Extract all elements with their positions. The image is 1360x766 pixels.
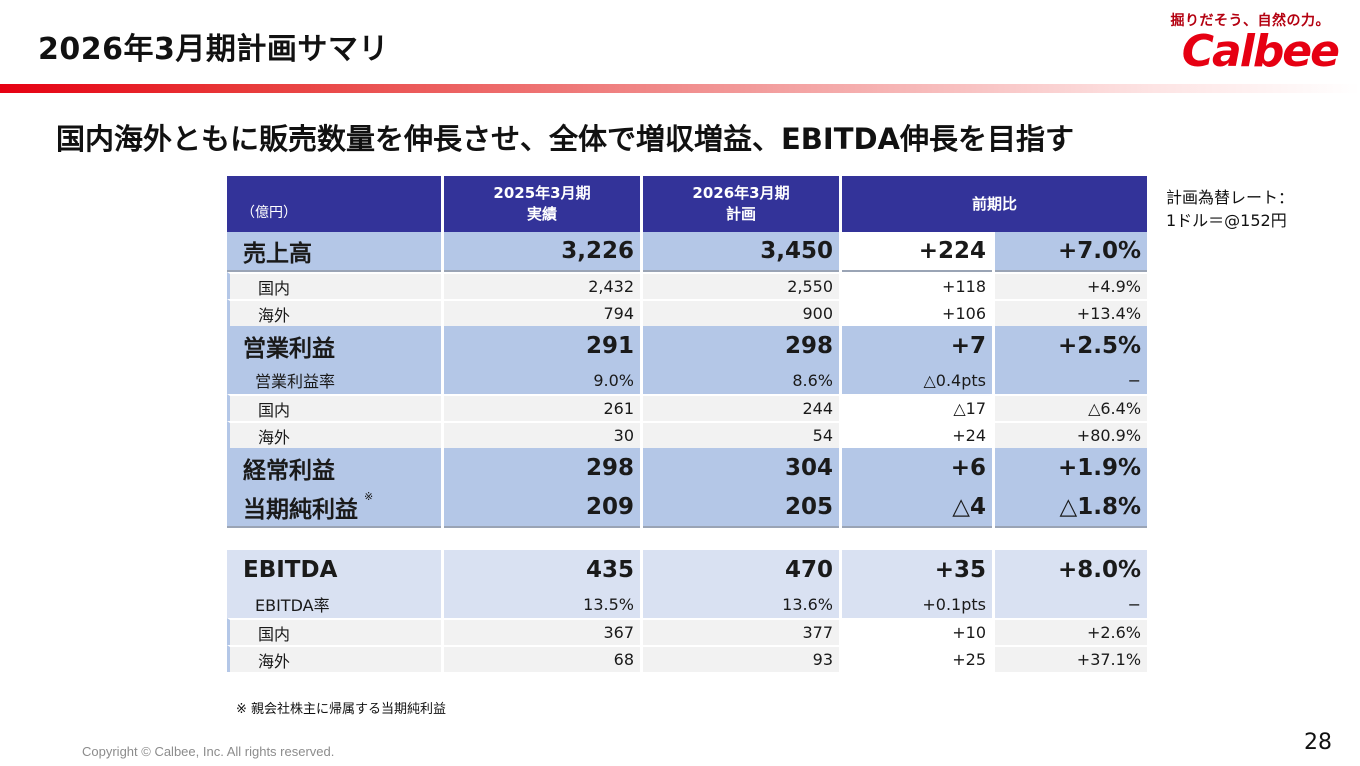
cell-fy26: 13.6% [643,590,839,618]
col-fy25-header: 2025年3月期 実績 [444,176,640,232]
cell-diff: △17 [842,394,992,421]
table-row-ebitda-margin: EBITDA率 13.5% 13.6% +0.1pts − [227,590,1148,618]
table-row-op-overseas: 海外 30 54 +24 +80.9% [227,421,1148,448]
cell-diff: +24 [842,421,992,448]
cell-diff: +0.1pts [842,590,992,618]
cell-pct: +37.1% [995,645,1148,672]
brand-tagline: 掘りだそう、自然の力。 [1170,13,1330,29]
col-yoy-header: 前期比 [842,176,1148,232]
table-row-ebitda-domestic: 国内 367 377 +10 +2.6% [227,618,1148,645]
cell-fy26: 377 [643,618,839,645]
cell-pct: − [995,366,1148,394]
cell-fy25: 68 [444,645,640,672]
cell-pct: +8.0% [995,550,1148,590]
cell-fy26: 298 [643,326,839,366]
row-label: 経常利益 [227,448,441,488]
cell-fy26: 54 [643,421,839,448]
unit-label: （億円） [227,176,441,232]
col-fy26-header: 2026年3月期 計画 [643,176,839,232]
cell-fy26: 3,450 [643,232,839,272]
row-label: 国内 [227,618,441,645]
row-label: 国内 [227,272,441,299]
cell-fy26: 8.6% [643,366,839,394]
cell-pct: +1.9% [995,448,1148,488]
cell-diff: △0.4pts [842,366,992,394]
fx-rate-line1: 計画為替レート： [1166,188,1295,207]
table-row-operating-profit: 営業利益 291 298 +7 +2.5% [227,326,1148,366]
row-label: EBITDA [227,550,441,590]
cell-diff: +10 [842,618,992,645]
headline: 国内海外ともに販売数量を伸長させ、全体で増収増益、EBITDA伸長を目指す [56,122,1075,156]
table-header-row: （億円） 2025年3月期 実績 2026年3月期 計画 前期比 [227,176,1148,232]
cell-fy25: 9.0% [444,366,640,394]
cell-diff: +25 [842,645,992,672]
cell-diff: +118 [842,272,992,299]
plan-summary-table: （億円） 2025年3月期 実績 2026年3月期 計画 前期比 売上高 3,226… [224,176,1150,672]
table-row-sales-domestic: 国内 2,432 2,550 +118 +4.9% [227,272,1148,299]
cell-fy26: 900 [643,299,839,326]
footnote: ※ 親会社株主に帰属する当期純利益 [236,702,447,717]
cell-fy26: 244 [643,394,839,421]
cell-pct: △6.4% [995,394,1148,421]
cell-pct: − [995,590,1148,618]
fx-rate-note: 計画為替レート： 1ドル＝@152円 [1166,186,1294,232]
cell-pct: +2.5% [995,326,1148,366]
cell-diff: △4 [842,488,992,528]
cell-fy25: 30 [444,421,640,448]
fx-rate-line2: 1ドル＝@152円 [1166,211,1287,230]
cell-fy25: 291 [444,326,640,366]
cell-fy26: 304 [643,448,839,488]
cell-fy25: 435 [444,550,640,590]
table-row-ebitda-overseas: 海外 68 93 +25 +37.1% [227,645,1148,672]
cell-fy25: 209 [444,488,640,528]
cell-fy26: 93 [643,645,839,672]
cell-pct: +4.9% [995,272,1148,299]
cell-pct: △1.8% [995,488,1148,528]
cell-fy26: 205 [643,488,839,528]
table-row-ordinary-profit: 経常利益 298 304 +6 +1.9% [227,448,1148,488]
row-label: 営業利益率 [227,366,441,394]
footnote-mark: ※ [364,490,374,503]
page-title: 2026年3月期計画サマリ [38,32,389,67]
table-row-operating-margin: 営業利益率 9.0% 8.6% △0.4pts − [227,366,1148,394]
table-row-sales: 売上高 3,226 3,450 +224 +7.0% [227,232,1148,272]
table-row-sales-overseas: 海外 794 900 +106 +13.4% [227,299,1148,326]
cell-diff: +6 [842,448,992,488]
copyright: Copyright © Calbee, Inc. All rights rese… [82,744,335,759]
row-label: 海外 [227,645,441,672]
cell-diff: +106 [842,299,992,326]
row-label: 海外 [227,299,441,326]
cell-diff: +35 [842,550,992,590]
cell-fy26: 470 [643,550,839,590]
row-label: EBITDA率 [227,590,441,618]
title-divider [0,84,1360,93]
cell-fy25: 298 [444,448,640,488]
table-row-net-income: 当期純利益※ 209 205 △4 △1.8% [227,488,1148,528]
cell-pct: +7.0% [995,232,1148,272]
row-label: 売上高 [227,232,441,272]
cell-fy25: 2,432 [444,272,640,299]
cell-fy26: 2,550 [643,272,839,299]
table-row-ebitda: EBITDA 435 470 +35 +8.0% [227,550,1148,590]
page-number: 28 [1304,730,1332,755]
cell-fy25: 794 [444,299,640,326]
cell-pct: +2.6% [995,618,1148,645]
row-label: 営業利益 [227,326,441,366]
cell-fy25: 13.5% [444,590,640,618]
cell-pct: +13.4% [995,299,1148,326]
row-label: 国内 [227,394,441,421]
table-row-op-domestic: 国内 261 244 △17 △6.4% [227,394,1148,421]
cell-fy25: 3,226 [444,232,640,272]
row-label: 当期純利益※ [227,488,441,528]
cell-fy25: 367 [444,618,640,645]
calbee-logo: Calbee [1181,26,1340,77]
row-label: 海外 [227,421,441,448]
cell-fy25: 261 [444,394,640,421]
cell-diff: +7 [842,326,992,366]
cell-diff: +224 [842,232,992,272]
cell-pct: +80.9% [995,421,1148,448]
table-spacer [227,528,1148,550]
